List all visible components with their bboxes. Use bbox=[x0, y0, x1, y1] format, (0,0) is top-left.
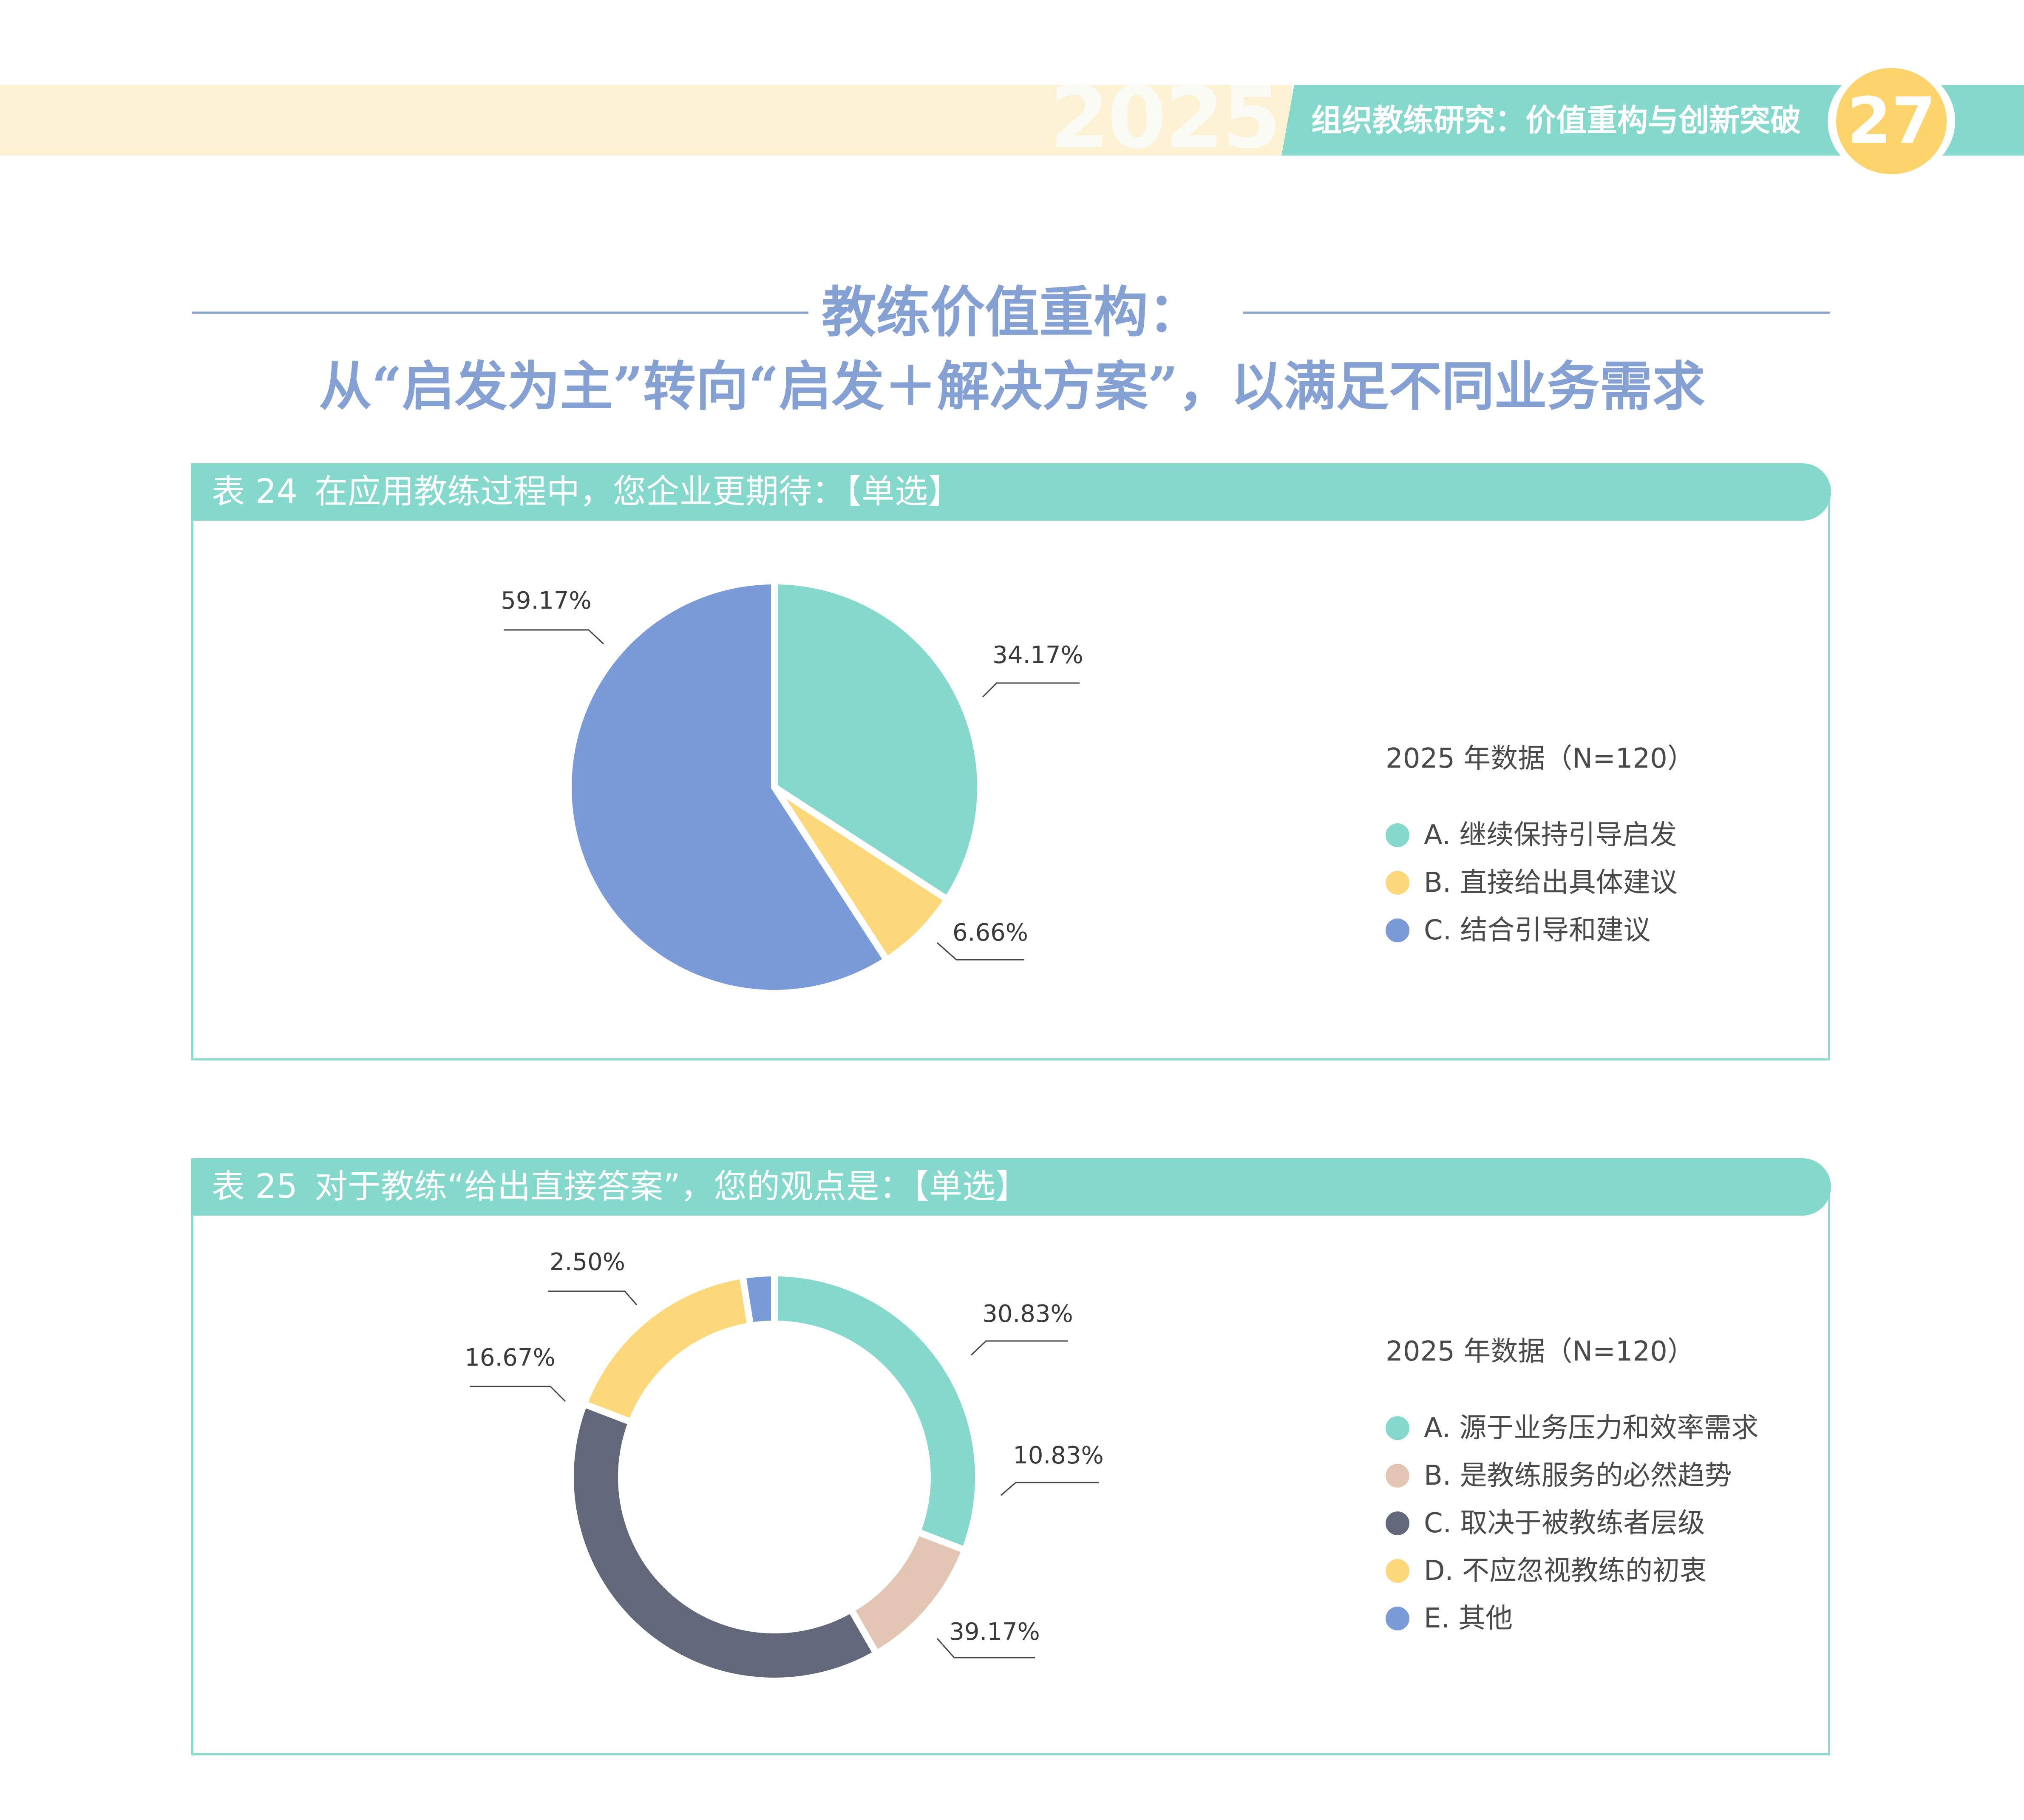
chart-panel-24 bbox=[191, 493, 1830, 1060]
legend-swatch bbox=[1386, 1464, 1409, 1488]
legend-label: D. 不应忽视教练的初衷 bbox=[1424, 1555, 1707, 1587]
legend-label: A. 源于业务压力和效率需求 bbox=[1424, 1412, 1759, 1444]
pie-slice-3 bbox=[565, 578, 890, 997]
data-label: 30.83% bbox=[982, 1300, 1073, 1328]
legend-label: B. 直接给出具体建议 bbox=[1424, 867, 1678, 899]
donut-slice-3 bbox=[567, 1400, 880, 1684]
label-leader-line bbox=[548, 1290, 638, 1305]
section-title-line2: 从“启发为主”转向“启发＋解决方案”，以满足不同业务需求 bbox=[319, 356, 1705, 417]
donut-slice-4 bbox=[580, 1272, 754, 1426]
chart-title: 在应用教练过程中，您企业更期待：【单选】 bbox=[315, 473, 961, 511]
chart-header-25: 表 25 对于教练“给出直接答案”，您的观点是：【单选】 bbox=[191, 1158, 1831, 1216]
legend-swatch bbox=[1386, 871, 1409, 895]
data-label: 39.17% bbox=[949, 1618, 1040, 1646]
label-leader-line bbox=[504, 629, 604, 645]
legend-swatch bbox=[1386, 1559, 1409, 1583]
legend-title: 2025 年数据（N=120） bbox=[1386, 743, 1695, 774]
legend-swatch bbox=[1386, 1416, 1409, 1440]
header-band-left bbox=[0, 85, 1292, 156]
chart-header-24: 表 24 在应用教练过程中，您企业更期待：【单选】 bbox=[191, 463, 1831, 521]
data-label: 34.17% bbox=[992, 641, 1083, 669]
page-number-badge: 27 bbox=[1836, 68, 1947, 174]
data-label: 2.50% bbox=[550, 1248, 625, 1276]
legend-swatch bbox=[1386, 1511, 1409, 1535]
legend-label: A. 继续保持引导启发 bbox=[1424, 819, 1677, 851]
pie-slice-2 bbox=[771, 784, 951, 964]
heading-rule-left bbox=[192, 312, 808, 314]
header-year-watermark: 2025 bbox=[1050, 71, 1281, 165]
label-leader-line bbox=[970, 1340, 1068, 1356]
label-leader-line bbox=[470, 1386, 566, 1402]
label-leader-line bbox=[1001, 1482, 1099, 1496]
data-label: 59.17% bbox=[501, 587, 592, 615]
table-number: 表 25 bbox=[212, 1168, 298, 1206]
legend-label: C. 取决于被教练者层级 bbox=[1424, 1508, 1705, 1539]
label-leader-line bbox=[936, 1638, 1035, 1658]
legend-swatch bbox=[1386, 919, 1409, 942]
label-leader-line bbox=[937, 942, 1024, 961]
data-label: 10.83% bbox=[1013, 1442, 1104, 1469]
heading-rule-right bbox=[1243, 312, 1830, 314]
data-label: 16.67% bbox=[465, 1344, 556, 1372]
header-title: 组织教练研究：价值重构与创新突破 bbox=[1311, 102, 1801, 138]
legend-swatch bbox=[1386, 823, 1409, 847]
data-label: 6.66% bbox=[952, 919, 1028, 947]
donut-slice-5 bbox=[739, 1270, 778, 1330]
legend-label: E. 其他 bbox=[1424, 1603, 1513, 1634]
chart-title: 对于教练“给出直接答案”，您的观点是：【单选】 bbox=[315, 1168, 1029, 1206]
legend-label: B. 是教练服务的必然趋势 bbox=[1424, 1460, 1732, 1491]
label-leader-line bbox=[982, 682, 1080, 698]
legend-swatch bbox=[1386, 1607, 1409, 1630]
legend-label: C. 结合引导和建议 bbox=[1424, 915, 1651, 946]
legend-title: 2025 年数据（N=120） bbox=[1386, 1336, 1695, 1367]
section-title-line1: 教练价值重构： bbox=[821, 281, 1202, 344]
chart-panel-25 bbox=[191, 1188, 1830, 1755]
donut-slice-1 bbox=[771, 1270, 982, 1554]
table-number: 表 24 bbox=[212, 473, 298, 511]
